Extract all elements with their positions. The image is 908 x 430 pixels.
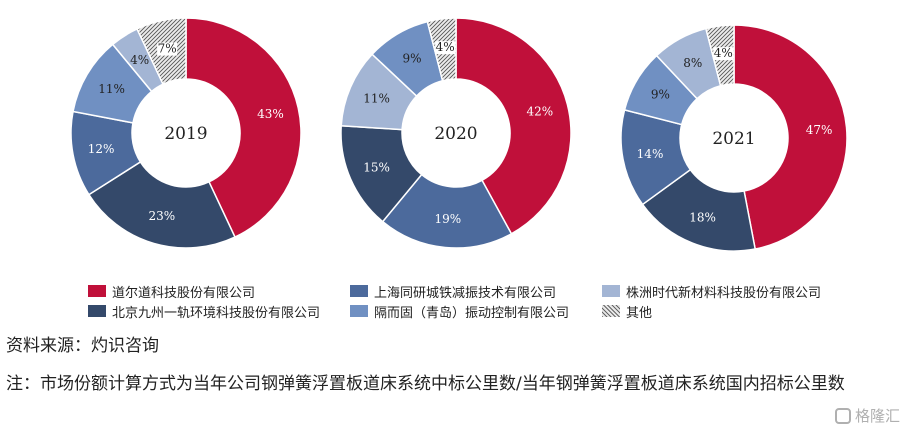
slice-label: 18%	[689, 210, 716, 224]
slice-label: 7%	[158, 42, 177, 56]
donut-slice	[733, 24, 848, 250]
slice-label: 42%	[526, 104, 553, 118]
donut-chart-2021: 47% 18% 14% 9% 8% 4% 2021	[620, 24, 848, 252]
slice-label: 11%	[98, 82, 125, 96]
slice-label: 9%	[402, 52, 421, 66]
slice-label: 4%	[714, 46, 733, 60]
slice-label: 11%	[363, 92, 390, 106]
legend-swatch	[602, 285, 620, 297]
slice-label: 8%	[683, 56, 702, 70]
slice-label: 4%	[436, 40, 455, 54]
slice-label: 23%	[149, 209, 176, 223]
legend-swatch	[602, 305, 620, 317]
legend-swatch	[350, 285, 368, 297]
donut-slice	[87, 160, 236, 249]
donut-chart-2020: 42% 19% 15% 11% 9% 4% 2020	[340, 17, 572, 249]
donut-center-year-label: 2019	[164, 124, 207, 144]
donut-center-year-label: 2020	[434, 124, 477, 144]
legend-row: 道尔道科技股份有限公司 上海同研城铁减振技术有限公司 株洲时代新材料科技股份有限…	[88, 281, 868, 301]
slice-label: 43%	[257, 107, 284, 121]
slice-label: 15%	[363, 160, 390, 174]
legend: 道尔道科技股份有限公司 上海同研城铁减振技术有限公司 株洲时代新材料科技股份有限…	[88, 281, 868, 321]
source-text: 资料来源：灼识咨询	[6, 336, 159, 356]
slice-label: 4%	[130, 53, 149, 67]
legend-label: 隔而固（青岛）振动控制有限公司	[374, 305, 570, 321]
note-text: 注：市场份额计算方式为当年公司钢弹簧浮置板道床系统中标公里数/当年钢弹簧浮置板道…	[6, 374, 845, 394]
legend-item: 隔而固（青岛）振动控制有限公司	[350, 302, 602, 321]
legend-label: 北京九州一轨环境科技股份有限公司	[112, 305, 321, 321]
legend-row: 北京九州一轨环境科技股份有限公司 隔而固（青岛）振动控制有限公司 其他	[88, 301, 868, 321]
donut-slice	[455, 17, 572, 235]
legend-label: 其他	[626, 305, 653, 321]
donut-charts: 43% 23% 12% 11% 4% 7% 2019 42% 19% 15% 11% 9% 4% 2020…	[70, 17, 848, 252]
slice-label: 19%	[435, 212, 462, 226]
legend-swatch	[350, 305, 368, 317]
watermark-logo-icon	[834, 407, 851, 424]
slice-label: 14%	[637, 147, 664, 161]
legend-item: 株洲时代新材料科技股份有限公司	[602, 282, 864, 301]
donut-slice	[381, 173, 513, 249]
slice-label-background	[713, 47, 734, 61]
legend-label: 道尔道科技股份有限公司	[112, 285, 256, 301]
legend-swatch	[88, 285, 106, 297]
legend-label: 株洲时代新材料科技股份有限公司	[626, 285, 822, 301]
slice-label: 9%	[651, 87, 670, 101]
watermark-text: 格隆汇	[854, 407, 900, 425]
donut-slice	[185, 17, 302, 239]
donut-chart-2019: 43% 23% 12% 11% 4% 7% 2019	[70, 17, 302, 249]
legend-item: 上海同研城铁减振技术有限公司	[350, 282, 602, 301]
slice-label: 47%	[806, 123, 833, 137]
slice-label-background	[435, 41, 456, 55]
watermark: 格隆汇	[834, 405, 900, 426]
legend-item: 北京九州一轨环境科技股份有限公司	[88, 302, 350, 321]
legend-item: 其他	[602, 302, 864, 321]
slice-label-background	[157, 42, 178, 56]
donut-slice	[641, 168, 757, 252]
legend-swatch	[88, 305, 106, 317]
slice-label: 12%	[88, 142, 115, 156]
legend-label: 上海同研城铁减振技术有限公司	[374, 285, 557, 301]
legend-item: 道尔道科技股份有限公司	[88, 282, 350, 301]
donut-center-year-label: 2021	[712, 129, 755, 149]
